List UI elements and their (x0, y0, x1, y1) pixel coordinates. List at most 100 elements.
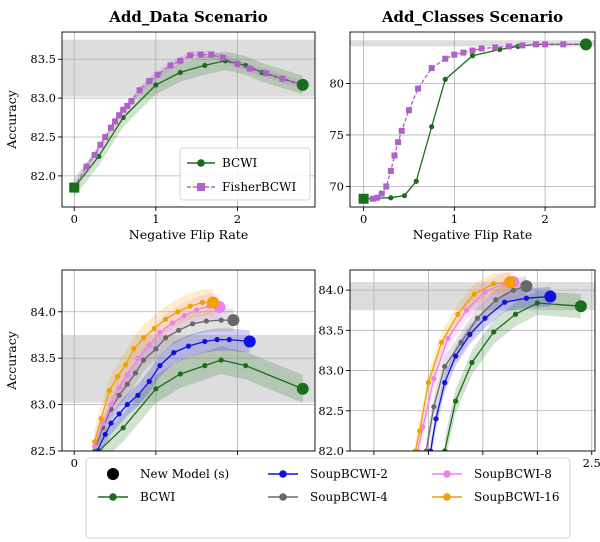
data-point (181, 312, 188, 319)
data-point (116, 411, 122, 417)
y-axis-label: Accuracy (4, 330, 19, 391)
data-point (469, 53, 476, 59)
data-point (214, 337, 220, 343)
new-model-marker (227, 314, 240, 327)
legend-label: FisherBCWI (222, 180, 296, 194)
plot-area (92, 289, 306, 451)
y-tick-label: 75 (329, 128, 344, 142)
data-point (157, 363, 163, 369)
data-point (395, 139, 402, 146)
data-point (469, 47, 476, 54)
data-point (167, 62, 174, 69)
data-point (533, 41, 540, 48)
data-point (512, 311, 519, 317)
data-point (519, 42, 526, 49)
data-point (194, 307, 200, 313)
data-point (146, 342, 152, 348)
data-point (177, 57, 184, 64)
axes-frame (61, 269, 316, 452)
plot-area (360, 41, 589, 202)
data-point (202, 338, 208, 345)
y-tick-label: 84.0 (30, 305, 56, 319)
data-point (469, 359, 475, 366)
x-tick-label: 2.5 (583, 456, 600, 470)
panel-legend: BCWI FisherBCWI (179, 147, 311, 201)
data-point (226, 337, 232, 343)
data-point (369, 195, 376, 202)
confidence-band-bcwi (74, 51, 303, 197)
data-point (153, 82, 159, 88)
data-point (218, 357, 224, 363)
data-point (177, 371, 183, 377)
data-point (136, 87, 143, 94)
data-point (83, 163, 90, 170)
gray-reference-band (350, 40, 595, 47)
data-point (398, 127, 405, 134)
new-model-marker (358, 193, 369, 204)
new-model-marker (296, 78, 309, 91)
new-model-marker (544, 290, 557, 303)
y-tick-label: 80 (329, 76, 344, 90)
data-point (502, 299, 508, 305)
data-point (433, 416, 439, 422)
confidence-band-soupbcwi-16 (94, 289, 213, 451)
data-point (442, 55, 449, 62)
data-point (387, 167, 394, 174)
data-point (458, 339, 464, 345)
data-point (102, 134, 109, 140)
data-point (442, 380, 448, 386)
data-point (92, 443, 98, 449)
data-point (412, 448, 418, 451)
data-point (463, 307, 470, 313)
data-point (199, 299, 205, 306)
data-point (116, 112, 123, 119)
x-tick-label: 0 (71, 212, 78, 226)
data-point (120, 106, 127, 113)
new-model-marker (574, 300, 587, 313)
data-point (442, 448, 448, 451)
data-point (542, 41, 549, 48)
data-point (383, 183, 390, 190)
data-point (428, 65, 435, 72)
legend-label: BCWI (140, 490, 176, 504)
legend-marker (279, 493, 287, 501)
data-point (187, 52, 194, 59)
data-point (106, 388, 112, 394)
series-line-soupbcwi-4 (425, 285, 527, 451)
legend-marker (109, 493, 117, 501)
y-tick-label: 70 (329, 179, 344, 193)
chart-panel-1: 0 1 2 82.0 82.5 83.0 83.5 Add_Data Scenario Nega… (4, 8, 316, 242)
data-point (442, 363, 448, 370)
data-point (442, 76, 448, 82)
data-point (102, 431, 108, 437)
data-point (124, 372, 130, 378)
data-point (453, 353, 459, 359)
data-point (455, 311, 461, 317)
x-tick-label: 0 (71, 456, 78, 470)
data-point (108, 401, 114, 408)
data-point (92, 448, 98, 451)
data-point (108, 420, 114, 426)
axes-frame (349, 269, 596, 452)
legend-marker (443, 470, 451, 478)
data-point (523, 295, 530, 301)
y-tick-label: 82.5 (30, 130, 56, 144)
y-tick-label: 82.0 (30, 169, 56, 183)
data-point (177, 69, 183, 76)
data-point (493, 297, 499, 303)
data-point (91, 151, 98, 158)
data-point (417, 428, 423, 434)
data-point (120, 425, 126, 431)
data-point (124, 102, 131, 109)
data-point (197, 51, 204, 58)
data-point (438, 339, 445, 345)
y-tick-label: 83.0 (318, 364, 344, 378)
data-point (560, 41, 567, 48)
data-point (451, 51, 458, 58)
chart-title: Add_Data Scenario (108, 8, 267, 26)
legend-label: SoupBCWI-16 (474, 490, 559, 504)
data-point (176, 327, 182, 333)
data-point (100, 420, 106, 426)
data-point (453, 398, 459, 404)
